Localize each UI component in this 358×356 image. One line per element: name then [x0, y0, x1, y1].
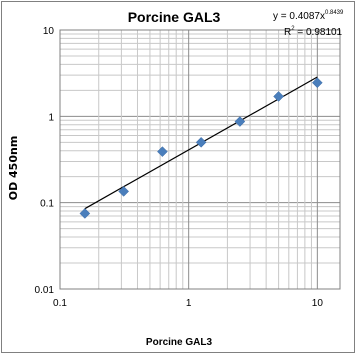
x-tick-label: 10: [312, 298, 324, 309]
r-squared-sup: 2: [291, 26, 295, 32]
plot-area-border: [59, 29, 341, 290]
data-point-marker: [273, 91, 284, 102]
data-points: [79, 77, 323, 219]
data-point-marker: [234, 116, 246, 127]
x-axis-label: Porcine GAL3: [146, 337, 213, 348]
x-tick-labels: 0.1 1 10: [53, 298, 323, 309]
equation-main: y = 0.4087x: [273, 11, 325, 22]
chart-title: Porcine GAL3: [128, 9, 221, 25]
y-tick-labels: 0.01 0.1 1 10: [35, 26, 55, 296]
y-axis-label: OD 450nm: [7, 136, 20, 201]
data-point-marker: [79, 208, 91, 219]
grid-lines: [59, 30, 340, 290]
r-squared-r: R: [284, 27, 291, 38]
y-tick-label: 1: [48, 112, 54, 123]
r-squared-label: R2 = 0.98101: [284, 26, 343, 38]
x-tick-label: 1: [186, 298, 192, 309]
data-point-marker: [118, 186, 130, 197]
data-point-marker: [157, 146, 168, 157]
y-tick-label: 0.01: [35, 285, 55, 296]
y-tick-label: 0.1: [40, 199, 54, 210]
equation-label: y = 0.4087x0.8439: [273, 10, 344, 22]
equation-exponent: 0.8439: [325, 10, 344, 16]
r-squared-value: = 0.98101: [295, 27, 343, 38]
y-tick-label: 10: [43, 26, 55, 37]
data-point-marker: [195, 136, 207, 148]
x-tick-label: 0.1: [53, 298, 67, 309]
data-point-marker: [311, 77, 323, 89]
